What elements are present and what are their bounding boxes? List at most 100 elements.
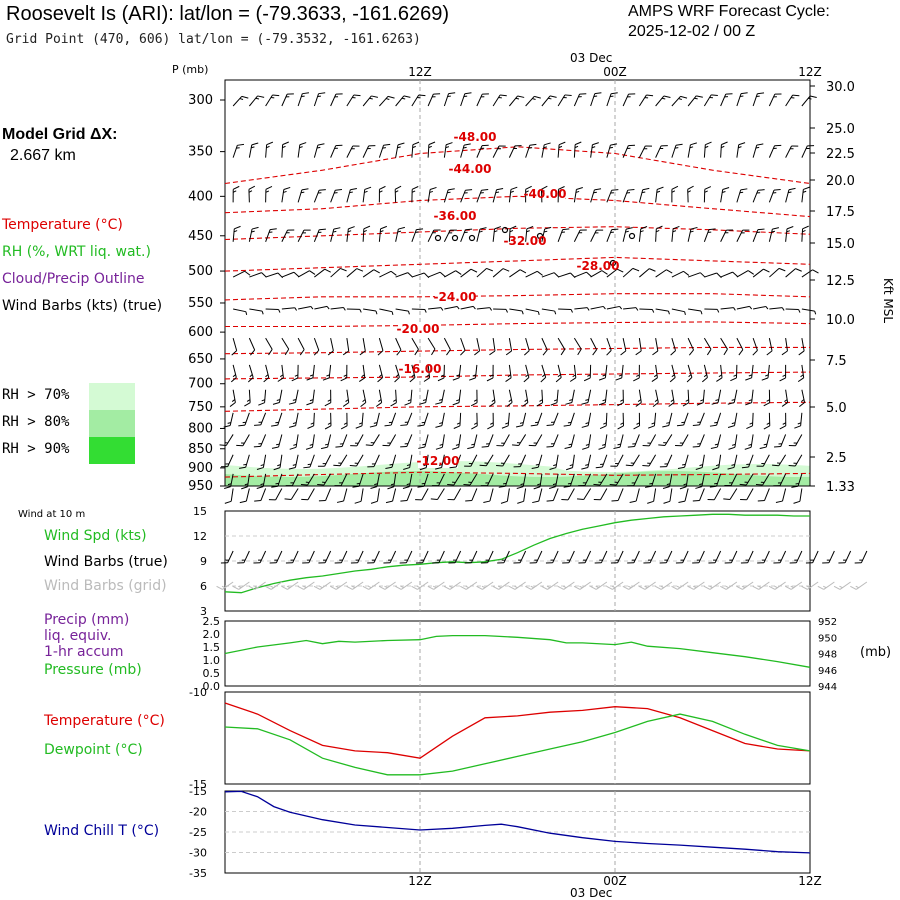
surface-wind-barb-true [562, 550, 575, 564]
wind-barb [557, 272, 576, 279]
surface-wind-barb-grid [427, 581, 445, 590]
wind-barb [363, 308, 378, 315]
wind-barb [476, 227, 487, 242]
wind-barb [271, 434, 283, 449]
wind-barb [362, 95, 379, 107]
wind-barb [505, 364, 512, 382]
wind-barb [453, 412, 462, 429]
wind-barb [595, 454, 608, 469]
wind-barb [314, 305, 330, 310]
wind-barb [346, 145, 360, 158]
wind-barb [409, 364, 416, 383]
wind-barb [291, 364, 299, 382]
wind-barb [428, 307, 444, 311]
surface-wind-barb-true [285, 550, 299, 564]
height-tick-label: 17.5 [826, 205, 855, 220]
wind-barb [581, 412, 592, 428]
wind-barb [645, 473, 657, 488]
wind-barb [437, 364, 445, 382]
pressure-tick-label: 300 [188, 93, 213, 108]
wind-barb [322, 364, 332, 381]
wind-barb [378, 143, 391, 158]
pressure-tick-label: 800 [188, 421, 213, 436]
surface-wind-barb-grid [785, 581, 803, 590]
pressure-right-tick-label: 952 [818, 617, 837, 628]
wind-barb [277, 364, 284, 382]
wind-tick-label: 3 [200, 605, 207, 618]
wind-barb [346, 226, 355, 242]
wind-tick-label: 15 [193, 505, 207, 518]
wind-barb [720, 93, 733, 107]
wind-barb [265, 186, 273, 203]
surface-wind-barb-grid [476, 581, 494, 590]
wind-barb [581, 454, 592, 470]
wind-barb [573, 93, 587, 107]
wind-barb [307, 412, 315, 429]
wind-barb [493, 308, 508, 313]
wind-barb [297, 188, 309, 203]
wind-barb [419, 454, 429, 471]
height-tick-label: 2.5 [826, 451, 847, 466]
precip-label: Precip (mm) [44, 612, 130, 628]
wind-barb [756, 454, 770, 467]
wind-barb [474, 338, 481, 356]
wind-barb [258, 389, 267, 406]
surface-wind-barb-true [675, 550, 689, 564]
surface-wind-barb-true [269, 550, 283, 564]
wind-barb [642, 434, 657, 447]
surface-wind-barb-grid [850, 581, 868, 590]
wind-barb [740, 488, 754, 501]
chill-tick-label: -20 [189, 806, 207, 819]
pressure-tick-label: 550 [188, 296, 213, 311]
wind-barb [647, 488, 657, 504]
surface-wind-barb-true [610, 550, 624, 564]
wind-barb [400, 412, 413, 426]
rh-90-swatch [89, 437, 135, 464]
surface-wind-barb-grid [378, 581, 396, 590]
wind-barb [788, 454, 803, 467]
wind-barb [785, 145, 799, 158]
wind-barb [452, 364, 462, 381]
surface-wind-barb-true [253, 550, 267, 564]
wind-barb [336, 488, 348, 503]
wind-barb [303, 454, 315, 469]
wind-barb [671, 308, 686, 316]
wind-barb [501, 412, 510, 429]
wind-barb [385, 454, 397, 469]
wind-barb [492, 226, 502, 242]
wind-barb [615, 364, 624, 381]
wind-barb [411, 186, 419, 203]
wind-barb [249, 272, 267, 278]
wind-barb [281, 93, 294, 107]
wind-barb [318, 488, 332, 502]
precip-tick-label: 0.5 [203, 667, 221, 680]
cloud-marker [609, 259, 617, 267]
isotherm-label-bg [435, 210, 475, 223]
wind-barb [281, 337, 290, 356]
wind-barb [281, 186, 291, 203]
precip-tick-label: 0.0 [203, 680, 221, 693]
wind-barb [525, 270, 543, 278]
isotherm-line [224, 195, 811, 218]
wind-barb [443, 92, 456, 107]
isotherm-line [224, 146, 811, 185]
wind-barb [263, 364, 270, 383]
height-tick-label: 20.0 [826, 174, 855, 189]
surface-wind-barb-grid [590, 581, 608, 590]
wind-barbs-true-label: Wind Barbs (true) [44, 554, 168, 570]
wind-barb [798, 338, 805, 356]
wind-barb [620, 338, 627, 356]
wind-barb [360, 389, 367, 408]
wind-barb [590, 142, 599, 158]
wind-barb [285, 473, 299, 487]
wind-barb [658, 434, 673, 446]
wind-barb [370, 488, 380, 504]
model-grid-value: 2.667 km [10, 147, 76, 164]
wind-barb [622, 189, 635, 203]
isotherm-line [225, 321, 811, 328]
wind-barb [566, 454, 575, 471]
wind-barb [687, 185, 694, 203]
time-tick-bottom: 00Z [603, 874, 627, 888]
wind-barb [536, 389, 544, 407]
wind-barb [256, 454, 267, 470]
